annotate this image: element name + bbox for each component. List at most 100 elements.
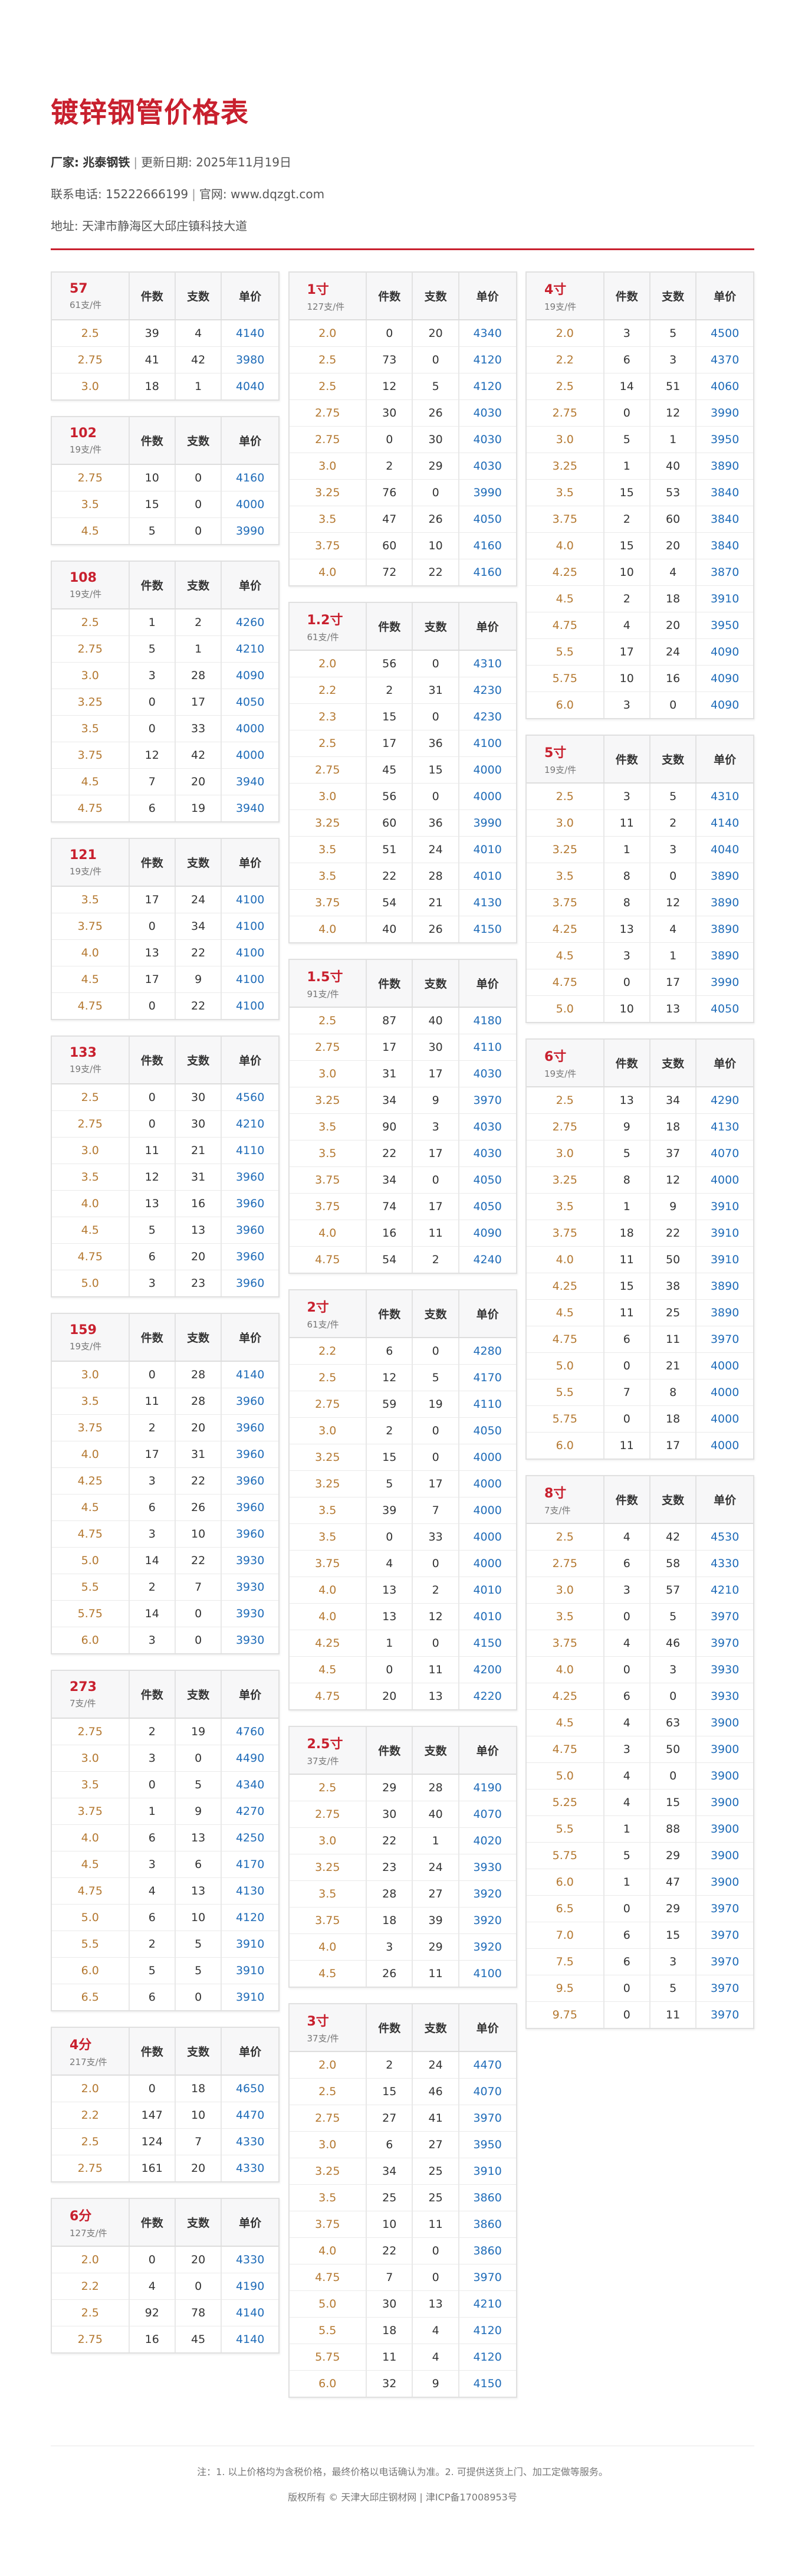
thickness-cell: 7.5 bbox=[527, 1948, 604, 1975]
price-cell: 4000 bbox=[695, 1378, 753, 1405]
price-cell: 4210 bbox=[221, 635, 278, 662]
count-cell: 19 bbox=[412, 1390, 459, 1417]
thickness-cell: 3.0 bbox=[527, 1576, 604, 1603]
table-row: 2.5 124 7 4330 bbox=[52, 2128, 278, 2155]
qty-cell: 4 bbox=[603, 1523, 650, 1550]
pipe-size: 121 bbox=[70, 847, 97, 863]
price-cell: 4100 bbox=[221, 992, 278, 1019]
table-row: 5.5 17 24 4090 bbox=[527, 638, 753, 665]
thickness-cell: 5.5 bbox=[527, 1815, 604, 1842]
price-cell: 3990 bbox=[221, 517, 278, 544]
qty-cell: 17 bbox=[366, 729, 413, 756]
qty-cell: 74 bbox=[366, 1192, 413, 1220]
qty-cell: 73 bbox=[366, 346, 413, 373]
table-row: 9.75 0 11 3970 bbox=[527, 2001, 753, 2028]
price-cell: 3960 bbox=[221, 1414, 278, 1441]
qty-cell: 3 bbox=[603, 942, 650, 969]
count-header: 支数 bbox=[649, 1476, 696, 1524]
phone-number[interactable]: 15222666199 bbox=[106, 187, 189, 201]
price-cell: 4110 bbox=[458, 1033, 516, 1060]
price-cell: 3920 bbox=[458, 1880, 516, 1907]
table-row: 2.5 1 2 4260 bbox=[52, 608, 278, 635]
website-link[interactable]: www.dqzgt.com bbox=[230, 187, 325, 201]
qty-cell: 13 bbox=[603, 1086, 650, 1113]
table-row: 3.0 3 28 4090 bbox=[52, 661, 278, 689]
count-cell: 13 bbox=[649, 995, 696, 1022]
thickness-cell: 2.75 bbox=[289, 1033, 367, 1060]
thickness-cell: 3.75 bbox=[52, 1797, 129, 1824]
table-row: 2.2 4 0 4190 bbox=[52, 2272, 278, 2299]
thickness-cell: 3.5 bbox=[527, 862, 604, 889]
count-cell: 5 bbox=[412, 372, 459, 399]
count-cell: 10 bbox=[174, 1520, 222, 1547]
price-cell: 4130 bbox=[221, 1877, 278, 1904]
count-cell: 11 bbox=[649, 2001, 696, 2028]
price-cell: 4140 bbox=[221, 2299, 278, 2326]
price-cell: 4030 bbox=[458, 452, 516, 479]
price-cell: 3970 bbox=[695, 1895, 753, 1922]
pipe-size: 1.5寸 bbox=[307, 970, 343, 985]
qty-cell: 2 bbox=[603, 585, 650, 612]
thickness-cell: 2.75 bbox=[52, 1110, 129, 1137]
price-cell: 3930 bbox=[221, 1626, 278, 1653]
thickness-cell: 4.75 bbox=[52, 992, 129, 1019]
thickness-cell: 2.5 bbox=[52, 2128, 129, 2155]
qty-cell: 22 bbox=[366, 1827, 413, 1854]
qty-cell: 30 bbox=[366, 399, 413, 426]
price-cell: 3920 bbox=[458, 1933, 516, 1960]
price-cell: 3970 bbox=[695, 2001, 753, 2028]
count-cell: 0 bbox=[412, 2237, 459, 2264]
thickness-cell: 5.0 bbox=[289, 2290, 367, 2317]
table-header-row: 8寸 7支/件 件数 支数 单价 bbox=[527, 1476, 753, 1524]
count-cell: 30 bbox=[412, 1033, 459, 1060]
thickness-cell: 2.2 bbox=[289, 1337, 367, 1364]
qty-cell: 5 bbox=[603, 425, 650, 453]
thickness-cell: 3.5 bbox=[289, 505, 367, 532]
qty-cell: 27 bbox=[366, 2104, 413, 2131]
count-cell: 9 bbox=[174, 965, 222, 992]
count-cell: 4 bbox=[412, 2316, 459, 2344]
thickness-cell: 4.0 bbox=[289, 558, 367, 585]
price-cell: 3890 bbox=[695, 915, 753, 942]
price-cell: 4210 bbox=[221, 1110, 278, 1137]
price-header: 单价 bbox=[458, 603, 516, 651]
count-cell: 24 bbox=[412, 2051, 459, 2078]
thickness-cell: 2.75 bbox=[52, 346, 129, 373]
thickness-cell: 2.75 bbox=[289, 2104, 367, 2131]
table-row: 6.0 32 9 4150 bbox=[289, 2369, 516, 2397]
price-cell: 3910 bbox=[695, 1219, 753, 1246]
price-cell: 4000 bbox=[458, 1470, 516, 1497]
qty-cell: 3 bbox=[128, 1269, 175, 1296]
count-cell: 15 bbox=[412, 756, 459, 783]
qty-cell: 1 bbox=[603, 1868, 650, 1895]
qty-cell: 0 bbox=[128, 2074, 175, 2102]
qty-cell: 1 bbox=[603, 835, 650, 863]
price-cell: 4030 bbox=[458, 399, 516, 426]
vendor-line: 厂家: 兆泰钢铁 | 更新日期: 2025年11月19日 bbox=[51, 155, 292, 169]
table-row: 2.75 0 30 4030 bbox=[289, 425, 516, 453]
qty-cell: 5 bbox=[603, 1139, 650, 1166]
page-title: 镀锌钢管价格表 bbox=[51, 97, 249, 129]
pieces-per-bundle: 19支/件 bbox=[544, 301, 577, 312]
table-row: 4.5 2 18 3910 bbox=[527, 585, 753, 612]
price-cell: 3970 bbox=[695, 1921, 753, 1948]
table-row: 3.0 0 28 4140 bbox=[52, 1361, 278, 1388]
thickness-cell: 2.5 bbox=[289, 2077, 367, 2105]
thickness-cell: 2.75 bbox=[289, 399, 367, 426]
thickness-cell: 6.0 bbox=[527, 1431, 604, 1459]
count-cell: 12 bbox=[649, 1166, 696, 1193]
qty-cell: 56 bbox=[366, 782, 413, 809]
table-row: 2.75 17 30 4110 bbox=[289, 1033, 516, 1060]
qty-cell: 3 bbox=[603, 1735, 650, 1762]
price-table: 2寸 61支/件 件数 支数 单价 2.2 6 0 4280 2.5 12 5 4170 2.75 59 19… bbox=[288, 1289, 517, 1710]
table-row: 2.75 41 42 3980 bbox=[52, 346, 278, 373]
count-header: 支数 bbox=[174, 839, 222, 887]
price-cell: 4120 bbox=[458, 2316, 516, 2344]
qty-cell: 3 bbox=[603, 1576, 650, 1603]
price-cell: 3900 bbox=[695, 1762, 753, 1789]
price-cell: 3960 bbox=[221, 1387, 278, 1414]
count-cell: 46 bbox=[412, 2077, 459, 2105]
qty-cell: 17 bbox=[603, 638, 650, 665]
count-header: 支数 bbox=[174, 417, 222, 465]
thickness-cell: 3.25 bbox=[289, 1443, 367, 1470]
